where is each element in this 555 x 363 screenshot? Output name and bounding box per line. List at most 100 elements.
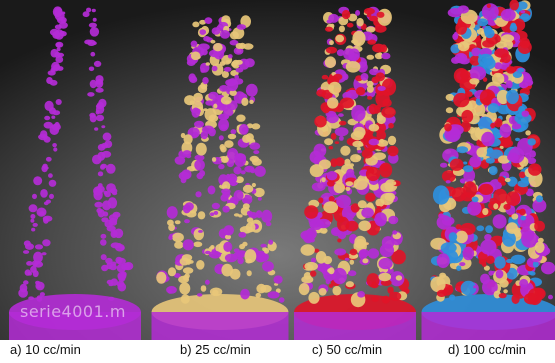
bubble [193, 92, 204, 102]
bubble [245, 222, 256, 233]
bubble [249, 99, 254, 104]
bubble [367, 39, 377, 45]
bubble [168, 223, 176, 232]
bubble [440, 162, 448, 168]
bubble [255, 292, 262, 298]
base-pool-side-a [9, 312, 141, 340]
bubble [236, 153, 247, 162]
bubble [223, 225, 234, 236]
bubble [340, 145, 351, 156]
bubble [488, 165, 498, 176]
bubble [362, 258, 369, 264]
bubble [195, 191, 202, 198]
bubble [95, 185, 105, 194]
bubble [18, 288, 28, 298]
bubble [376, 130, 387, 141]
bubble [512, 71, 523, 78]
bubble [517, 68, 525, 73]
bubble [28, 296, 34, 301]
bubble [455, 224, 462, 230]
bubble [92, 154, 102, 165]
bubble [494, 256, 506, 269]
bubble [197, 211, 206, 220]
bubble [495, 269, 504, 279]
bubble [387, 145, 399, 157]
bubble [48, 173, 53, 178]
bubble [201, 125, 215, 134]
bubble [454, 53, 468, 64]
bubble [261, 254, 266, 260]
bubble [88, 66, 95, 72]
bubble [265, 221, 272, 227]
bubble [324, 138, 334, 146]
bubble [251, 182, 256, 188]
bubble [438, 213, 445, 219]
bubble [166, 206, 178, 219]
bubble [42, 215, 53, 222]
bubble [45, 156, 52, 162]
bubble [190, 40, 198, 48]
bubble [261, 209, 273, 223]
bubble [212, 289, 219, 296]
bubble [110, 230, 118, 238]
bubble [511, 123, 522, 130]
bubble [498, 293, 507, 299]
bubble [199, 170, 206, 177]
bubble [97, 143, 106, 151]
bubble [321, 74, 329, 80]
bubble [49, 193, 54, 199]
bubble [457, 5, 469, 14]
bubble [244, 165, 255, 173]
bubble [31, 260, 39, 267]
bubble [107, 296, 115, 301]
bubble [515, 137, 520, 142]
plume-panel-d [421, 0, 555, 340]
bubble [388, 122, 394, 129]
bubble [207, 185, 216, 195]
bubble [97, 171, 104, 177]
plume-panel-a [9, 6, 141, 340]
bubble [358, 249, 368, 260]
bubble [106, 279, 114, 285]
bubble [224, 114, 230, 120]
bubble [517, 180, 529, 188]
bubble [255, 210, 263, 219]
bubble [245, 83, 258, 97]
bubble [481, 3, 499, 21]
bubble [490, 122, 496, 129]
bubble [100, 239, 107, 246]
bubble [318, 197, 324, 204]
bubble [229, 31, 239, 40]
bubble [168, 235, 173, 241]
bubble [245, 133, 254, 142]
bubble [89, 27, 100, 37]
bubble [537, 237, 544, 243]
bubble [199, 29, 207, 35]
bubble [219, 144, 226, 151]
bubble [195, 142, 207, 156]
bubble [30, 214, 36, 219]
bubble [88, 22, 97, 28]
bubble [338, 25, 345, 33]
bubble [182, 239, 194, 251]
bubble [485, 225, 493, 234]
bubble [213, 43, 223, 52]
bubble [227, 173, 238, 184]
bubble [430, 276, 446, 293]
bubble [179, 282, 191, 295]
bubble [500, 8, 516, 22]
bubble [205, 279, 210, 285]
bubble [395, 275, 403, 281]
bubble [241, 97, 249, 107]
bubble [303, 272, 312, 280]
bubble [193, 241, 203, 248]
bubble [373, 152, 386, 161]
bubble [95, 87, 104, 93]
base-pool-side-c [294, 312, 416, 340]
bubble [497, 155, 510, 164]
bubble [221, 181, 231, 191]
bubble [189, 75, 198, 84]
bubble [221, 70, 229, 78]
bubble [354, 235, 367, 249]
bubble [334, 157, 345, 167]
